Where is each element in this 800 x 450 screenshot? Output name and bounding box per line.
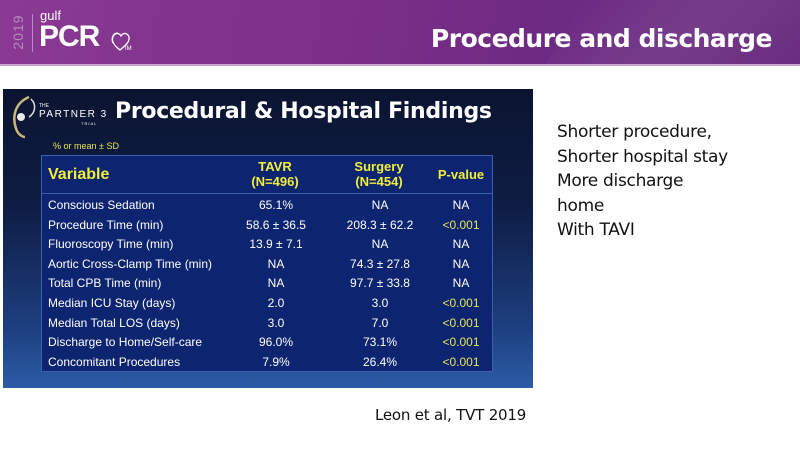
- citation: Leon et al, TVT 2019: [375, 406, 527, 424]
- cell-tavr: 7.9%: [262, 354, 290, 369]
- logo-divider: [32, 14, 33, 52]
- cell-variable: Fluoroscopy Time (min): [48, 237, 174, 252]
- logo-gulf: gulf: [40, 8, 61, 23]
- cell-pvalue: <0.001: [442, 335, 480, 350]
- cell-surgery: 208.3 ± 62.2: [346, 217, 414, 232]
- summary-text: Shorter procedure, Shorter hospital stay…: [557, 120, 728, 243]
- col-header-variable: Variable: [48, 166, 110, 183]
- summary-line: home: [557, 195, 604, 216]
- cell-pvalue: NA: [452, 198, 470, 212]
- cell-surgery: 7.0: [371, 315, 389, 330]
- cell-variable: Conscious Sedation: [48, 198, 155, 212]
- cell-variable: Procedure Time (min): [48, 217, 164, 232]
- cell-surgery: 26.4%: [362, 354, 398, 369]
- svg-text:IM: IM: [125, 46, 132, 52]
- summary-line: Shorter hospital stay: [557, 146, 728, 167]
- cell-pvalue: NA: [452, 276, 470, 291]
- cell-pvalue: <0.001: [442, 315, 480, 330]
- table-note: % or mean ± SD: [53, 141, 119, 151]
- cell-tavr: 58.6 ± 36.5: [246, 217, 306, 232]
- table-row: Procedure Time (min) 58.6 ± 36.5 208.3 ± 6…: [42, 215, 492, 235]
- summary-line: With TAVI: [557, 220, 635, 240]
- col-header-pvalue: P-value: [437, 167, 485, 182]
- cell-tavr: 96.0%: [258, 335, 294, 350]
- cell-pvalue: <0.001: [442, 354, 480, 369]
- cell-variable: Median ICU Stay (days): [48, 296, 176, 310]
- cell-variable: Concomitant Procedures: [48, 354, 181, 369]
- cell-surgery: 3.0: [371, 296, 389, 310]
- slide-header: 2019 gulf PCR IM Procedure and discharge: [0, 0, 800, 66]
- col-header-surgery: Surgery (N=454): [354, 159, 404, 189]
- embedded-slide-image: THE PARTNER 3 TRIAL Procedural & Hospita…: [3, 89, 533, 388]
- cell-tavr: 13.9 ± 7.1: [249, 237, 303, 252]
- cell-pvalue: <0.001: [442, 296, 480, 310]
- cell-tavr: 65.1%: [258, 198, 294, 212]
- cell-tavr: NA: [267, 276, 285, 291]
- table-row: Total CPB Time (min) NA 97.7 ± 33.8 NA: [42, 273, 492, 293]
- page-title: Procedure and discharge: [430, 24, 773, 53]
- summary-line: Shorter procedure,: [557, 122, 712, 142]
- cell-tavr: 2.0: [267, 296, 285, 310]
- cell-surgery: NA: [371, 237, 389, 252]
- gim-heart-icon: IM: [111, 32, 132, 52]
- findings-table: Variable TAVR (N=496) Surgery (N=454) P-…: [41, 155, 493, 372]
- table-row: Aortic Cross-Clamp Time (min) NA 74.3 ± 27…: [42, 254, 492, 274]
- slide-image-title: Procedural & Hospital Findings: [115, 99, 492, 124]
- partner3-swoosh-icon: [13, 95, 36, 139]
- logo-pcr: PCR: [39, 20, 100, 53]
- table-row: Fluoroscopy Time (min) 13.9 ± 7.1 NA NA: [42, 234, 492, 254]
- cell-pvalue: NA: [452, 237, 470, 252]
- cell-variable: Discharge to Home/Self-care: [48, 335, 203, 350]
- table-row: Median Total LOS (days) 3.0 7.0 <0.001: [42, 313, 492, 333]
- cell-surgery: 97.7 ± 33.8: [350, 276, 410, 291]
- cell-surgery: NA: [371, 198, 389, 212]
- table-row: Median ICU Stay (days) 2.0 3.0 <0.001: [42, 293, 492, 313]
- cell-surgery: 73.1%: [362, 335, 398, 350]
- cell-tavr: NA: [267, 256, 285, 271]
- cell-variable: Total CPB Time (min): [48, 276, 162, 291]
- cell-variable: Aortic Cross-Clamp Time (min): [48, 256, 213, 271]
- logo-year: 2019: [10, 14, 26, 50]
- table-row: Discharge to Home/Self-care 96.0% 73.1% <0.…: [42, 332, 492, 352]
- cell-surgery: 74.3 ± 27.8: [350, 256, 410, 271]
- cell-variable: Median Total LOS (days): [48, 315, 180, 330]
- table-row: Conscious Sedation 65.1% NA NA: [42, 195, 492, 215]
- col-header-tavr: TAVR (N=496): [251, 159, 299, 189]
- cell-pvalue: NA: [452, 256, 470, 271]
- table-header: Variable TAVR (N=496) Surgery (N=454) P-…: [42, 156, 492, 194]
- cell-tavr: 3.0: [267, 315, 285, 330]
- summary-line: More discharge: [557, 171, 684, 191]
- cell-pvalue: <0.001: [442, 217, 480, 232]
- table-row: Concomitant Procedures 7.9% 26.4% <0.001: [42, 352, 492, 372]
